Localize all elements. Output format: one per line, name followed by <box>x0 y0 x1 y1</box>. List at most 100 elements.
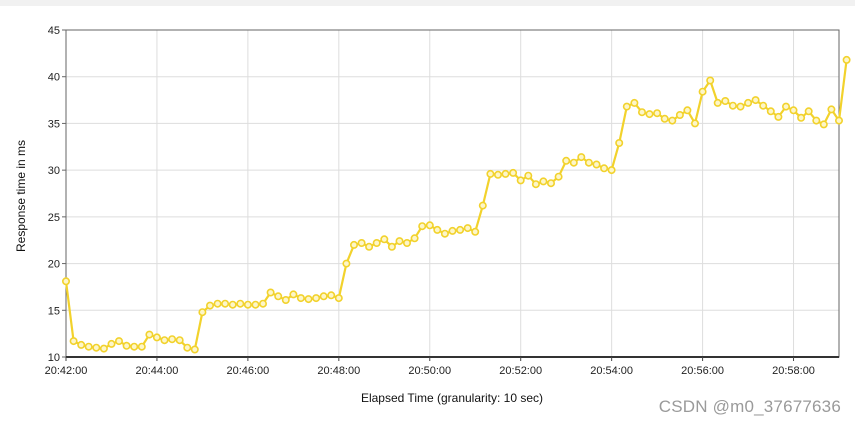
data-point <box>206 301 215 310</box>
data-point <box>190 345 199 354</box>
data-point <box>115 337 124 346</box>
data-point <box>312 294 321 303</box>
x-tick-label: 20:56:00 <box>681 365 724 377</box>
data-point <box>577 153 586 162</box>
data-point <box>819 120 828 129</box>
data-point <box>827 105 836 114</box>
y-axis-title: Response time in ms <box>14 140 28 252</box>
data-point <box>69 337 78 346</box>
data-point <box>645 110 654 119</box>
data-point <box>327 291 336 300</box>
x-tick-label: 20:42:00 <box>45 365 88 377</box>
data-point <box>584 158 593 167</box>
data-point <box>668 116 677 125</box>
data-point <box>213 299 222 308</box>
data-point <box>539 177 548 186</box>
data-point <box>471 227 480 236</box>
data-point <box>622 102 631 111</box>
y-tick-label: 20 <box>48 259 60 271</box>
data-point <box>266 288 275 297</box>
data-point <box>152 333 161 342</box>
data-point <box>274 292 283 301</box>
data-point <box>175 336 184 345</box>
x-axis-title: Elapsed Time (granularity: 10 sec) <box>361 391 543 405</box>
data-point <box>122 341 131 350</box>
data-point <box>683 106 692 115</box>
x-tick-label: 20:58:00 <box>772 365 815 377</box>
data-point <box>258 299 267 308</box>
data-point <box>607 166 616 175</box>
data-point <box>554 172 563 181</box>
data-point <box>486 169 495 178</box>
y-tick-label: 40 <box>48 72 60 84</box>
data-point <box>789 106 798 115</box>
data-point <box>721 97 730 106</box>
data-point <box>448 226 457 235</box>
y-tick-label: 15 <box>48 305 60 317</box>
data-point <box>569 158 578 167</box>
data-point <box>304 295 313 304</box>
y-tick-label: 30 <box>48 165 60 177</box>
data-point <box>615 139 624 148</box>
grid-lines <box>65 29 839 358</box>
chart-panel: 10 15 20 25 30 35 40 45 20:42:00 20:44:00 20:46:0… <box>0 6 855 425</box>
data-point <box>402 239 411 248</box>
data-point <box>516 176 525 185</box>
data-point <box>221 299 230 308</box>
data-point <box>509 168 518 177</box>
data-point <box>107 339 116 348</box>
data-point <box>456 225 465 234</box>
data-point <box>168 335 177 344</box>
data-point <box>698 87 707 96</box>
data-point <box>675 111 684 120</box>
data-point <box>812 116 821 125</box>
data-point <box>781 102 790 111</box>
data-point <box>243 300 252 309</box>
data-point <box>493 170 502 179</box>
data-point <box>395 237 404 246</box>
data-point <box>372 239 381 248</box>
data-point <box>766 107 775 116</box>
data-point <box>842 55 851 64</box>
plot-area-frame <box>65 29 840 358</box>
x-tick-label: 20:46:00 <box>226 365 269 377</box>
data-point <box>198 308 207 317</box>
y-tick-label: 10 <box>48 352 60 364</box>
data-point <box>387 242 396 251</box>
x-tick-label: 20:48:00 <box>317 365 360 377</box>
data-point <box>834 116 843 125</box>
data-point <box>84 342 93 351</box>
data-point <box>433 225 442 234</box>
x-tick-label: 20:54:00 <box>590 365 633 377</box>
y-axis-ticks: 10 15 20 25 30 35 40 45 <box>48 25 66 364</box>
y-tick-label: 35 <box>48 118 60 130</box>
series-line-response-time <box>64 59 848 351</box>
data-point <box>289 290 298 299</box>
data-point <box>410 234 419 243</box>
data-point <box>365 242 374 251</box>
data-point <box>334 294 343 303</box>
data-point <box>531 180 540 189</box>
data-point <box>349 240 358 249</box>
data-point <box>524 171 533 180</box>
data-point <box>296 294 305 303</box>
data-point <box>99 344 108 353</box>
data-point <box>706 76 715 85</box>
data-point <box>600 164 609 173</box>
y-tick-label: 25 <box>48 212 60 224</box>
data-point <box>236 299 245 308</box>
data-point <box>744 98 753 107</box>
data-point <box>251 300 260 309</box>
data-point <box>637 108 646 117</box>
data-point <box>736 102 745 111</box>
data-point <box>137 342 146 351</box>
data-point <box>478 201 487 210</box>
data-point <box>357 239 366 248</box>
data-point <box>713 98 722 107</box>
data-point <box>562 156 571 165</box>
data-point <box>630 98 639 107</box>
data-point <box>728 101 737 110</box>
data-point <box>319 292 328 301</box>
data-point <box>61 277 70 286</box>
x-tick-label: 20:50:00 <box>408 365 451 377</box>
